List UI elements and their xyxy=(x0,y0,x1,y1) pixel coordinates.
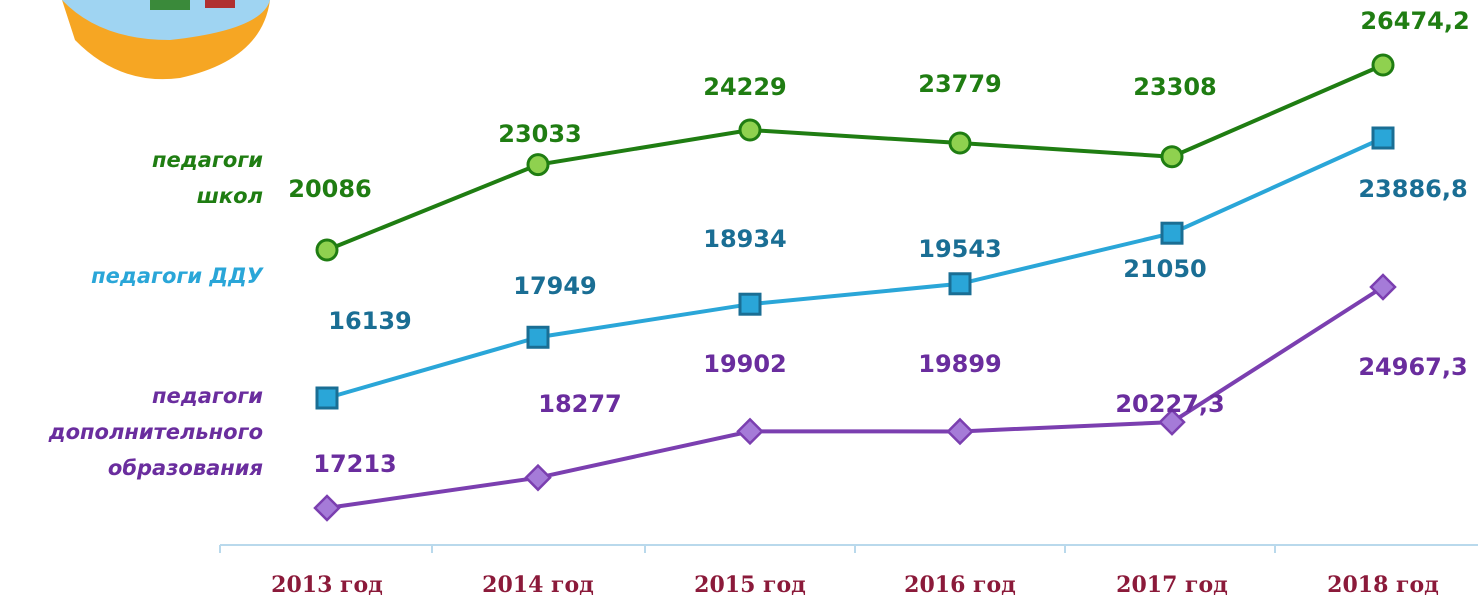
data-label: 23033 xyxy=(498,120,582,148)
data-label: 16139 xyxy=(328,307,412,335)
data-label: 24967,3 xyxy=(1358,353,1467,381)
data-label: 23308 xyxy=(1133,73,1217,101)
data-label: 21050 xyxy=(1123,255,1207,283)
point xyxy=(528,155,548,175)
data-label: 17949 xyxy=(513,272,597,300)
data-label: 23779 xyxy=(918,70,1002,98)
x-tick-label: 2018 год xyxy=(1327,572,1439,598)
point xyxy=(526,466,550,490)
legend-entry: педагоги школ xyxy=(113,142,263,214)
data-label: 20227,3 xyxy=(1115,390,1224,418)
point xyxy=(738,419,762,443)
point xyxy=(1371,275,1395,299)
data-label: 19899 xyxy=(918,350,1002,378)
point xyxy=(1162,223,1182,243)
data-label: 26474,2 xyxy=(1360,7,1469,35)
series-line xyxy=(327,65,1383,250)
page: {"chart_data": {"type": "line", "categor… xyxy=(0,0,1478,602)
series-line xyxy=(327,138,1383,398)
legend-entry: педагоги дополнительного образования xyxy=(0,378,263,486)
point xyxy=(317,388,337,408)
point xyxy=(740,294,760,314)
point xyxy=(950,274,970,294)
x-tick-label: 2017 год xyxy=(1116,572,1228,598)
point xyxy=(528,327,548,347)
point xyxy=(1162,147,1182,167)
data-label: 18934 xyxy=(703,225,787,253)
x-tick-label: 2015 год xyxy=(694,572,806,598)
logo-decoration xyxy=(62,0,270,79)
x-tick-label: 2013 год xyxy=(271,572,383,598)
point xyxy=(1373,128,1393,148)
data-label: 18277 xyxy=(538,390,622,418)
point xyxy=(315,496,339,520)
point xyxy=(948,419,972,443)
chart: 2013 год 2014 год 2015 год 2016 год 2017 год… xyxy=(0,0,1478,602)
point xyxy=(1373,55,1393,75)
data-label: 19543 xyxy=(918,235,1002,263)
data-label: 19902 xyxy=(703,350,787,378)
data-label: 23886,8 xyxy=(1358,175,1467,203)
data-label: 20086 xyxy=(288,175,372,203)
data-label: 24229 xyxy=(703,73,787,101)
point xyxy=(317,240,337,260)
data-label: 17213 xyxy=(313,450,397,478)
legend-entry: педагоги ДДУ xyxy=(13,258,263,294)
point xyxy=(950,133,970,153)
point xyxy=(740,120,760,140)
x-tick-label: 2016 год xyxy=(904,572,1016,598)
x-tick-label: 2014 год xyxy=(482,572,594,598)
